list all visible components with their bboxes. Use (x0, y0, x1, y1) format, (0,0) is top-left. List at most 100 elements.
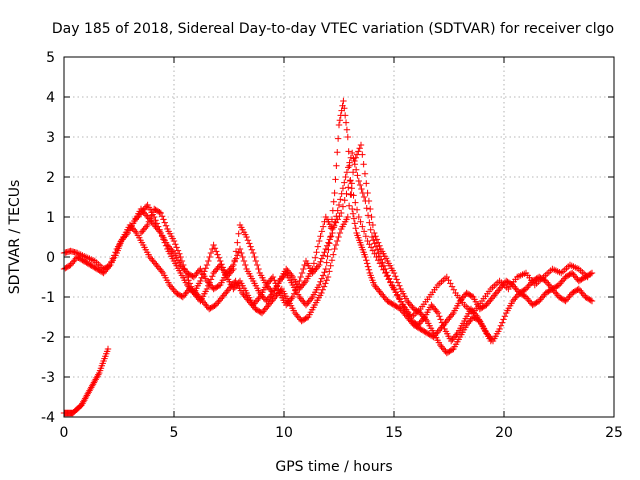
data-point (210, 269, 217, 277)
data-point (419, 327, 427, 334)
data-point (146, 253, 153, 261)
data-point (75, 254, 82, 261)
data-point (214, 283, 221, 290)
data-point (143, 203, 150, 210)
data-point (74, 253, 81, 261)
data-point (571, 288, 579, 295)
data-point (92, 265, 99, 272)
data-point (193, 270, 200, 277)
data-point (175, 291, 183, 298)
data-point (384, 272, 392, 279)
data-point (331, 245, 338, 253)
data-point (428, 301, 435, 309)
data-point (180, 261, 187, 269)
data-point (178, 257, 186, 265)
data-point (174, 247, 182, 254)
data-point (361, 170, 369, 177)
data-point (201, 268, 208, 275)
data-point (200, 299, 208, 306)
data-point (384, 297, 391, 305)
data-point (355, 213, 362, 221)
data-point (107, 261, 114, 269)
data-point (105, 263, 113, 270)
data-point (562, 273, 569, 281)
data-point (563, 273, 571, 280)
data-point (170, 286, 177, 293)
data-point (348, 185, 355, 192)
data-point (189, 286, 196, 293)
data-point (261, 306, 268, 313)
data-point (76, 255, 84, 262)
data-point (85, 261, 93, 268)
data-point (363, 180, 370, 187)
data-point (332, 176, 339, 183)
y-tick-label: 5 (46, 50, 55, 66)
data-point (186, 280, 194, 287)
data-point (293, 311, 300, 318)
data-point (234, 252, 241, 259)
data-point (191, 272, 199, 279)
data-point (446, 348, 453, 355)
data-point (550, 287, 557, 294)
data-point (309, 269, 316, 277)
data-point (417, 325, 424, 333)
data-point (206, 305, 213, 313)
data-point (406, 301, 414, 308)
data-point (324, 253, 331, 260)
data-point (137, 229, 145, 237)
data-point (213, 284, 220, 291)
data-point (464, 290, 472, 297)
data-point (258, 309, 266, 317)
data-point (584, 295, 592, 302)
data-point (484, 300, 491, 307)
data-point (440, 346, 448, 353)
data-point (132, 228, 139, 235)
data-point (158, 268, 165, 275)
data-point (542, 289, 549, 297)
data-point (297, 273, 304, 281)
data-point (290, 290, 298, 297)
data-point (298, 282, 306, 289)
data-point (325, 246, 332, 253)
data-point (410, 305, 417, 313)
data-point (228, 267, 236, 274)
data-point (337, 196, 344, 203)
data-point (571, 273, 579, 280)
data-point (435, 327, 443, 334)
data-point (448, 346, 456, 353)
data-point (152, 217, 159, 224)
data-point (555, 281, 563, 289)
x-tick-label: 20 (495, 425, 513, 441)
data-point (291, 309, 299, 317)
data-point (166, 245, 174, 252)
data-point (576, 287, 584, 294)
data-point (301, 316, 308, 323)
data-point (170, 237, 178, 245)
data-point (83, 259, 90, 266)
axis-ticks (63, 56, 615, 418)
data-point (346, 177, 354, 185)
data-point (230, 265, 237, 273)
data-point (466, 291, 473, 298)
data-point (178, 293, 185, 300)
data-point (298, 317, 305, 325)
data-point (112, 249, 119, 256)
data-point (147, 215, 154, 222)
data-point (371, 240, 378, 247)
y-tick-label: -2 (41, 330, 55, 346)
data-point (587, 297, 594, 304)
data-point (323, 259, 330, 266)
x-tick-label: 10 (275, 425, 293, 441)
data-point (268, 275, 275, 282)
data-point (522, 285, 530, 293)
data-point (95, 371, 102, 378)
data-point (380, 262, 388, 269)
data-point (199, 271, 207, 278)
data-point (438, 343, 445, 350)
data-point (77, 256, 85, 263)
data-point (456, 297, 464, 305)
data-point (331, 189, 338, 197)
data-point (161, 219, 168, 226)
data-point (448, 337, 455, 345)
data-point (587, 270, 594, 277)
